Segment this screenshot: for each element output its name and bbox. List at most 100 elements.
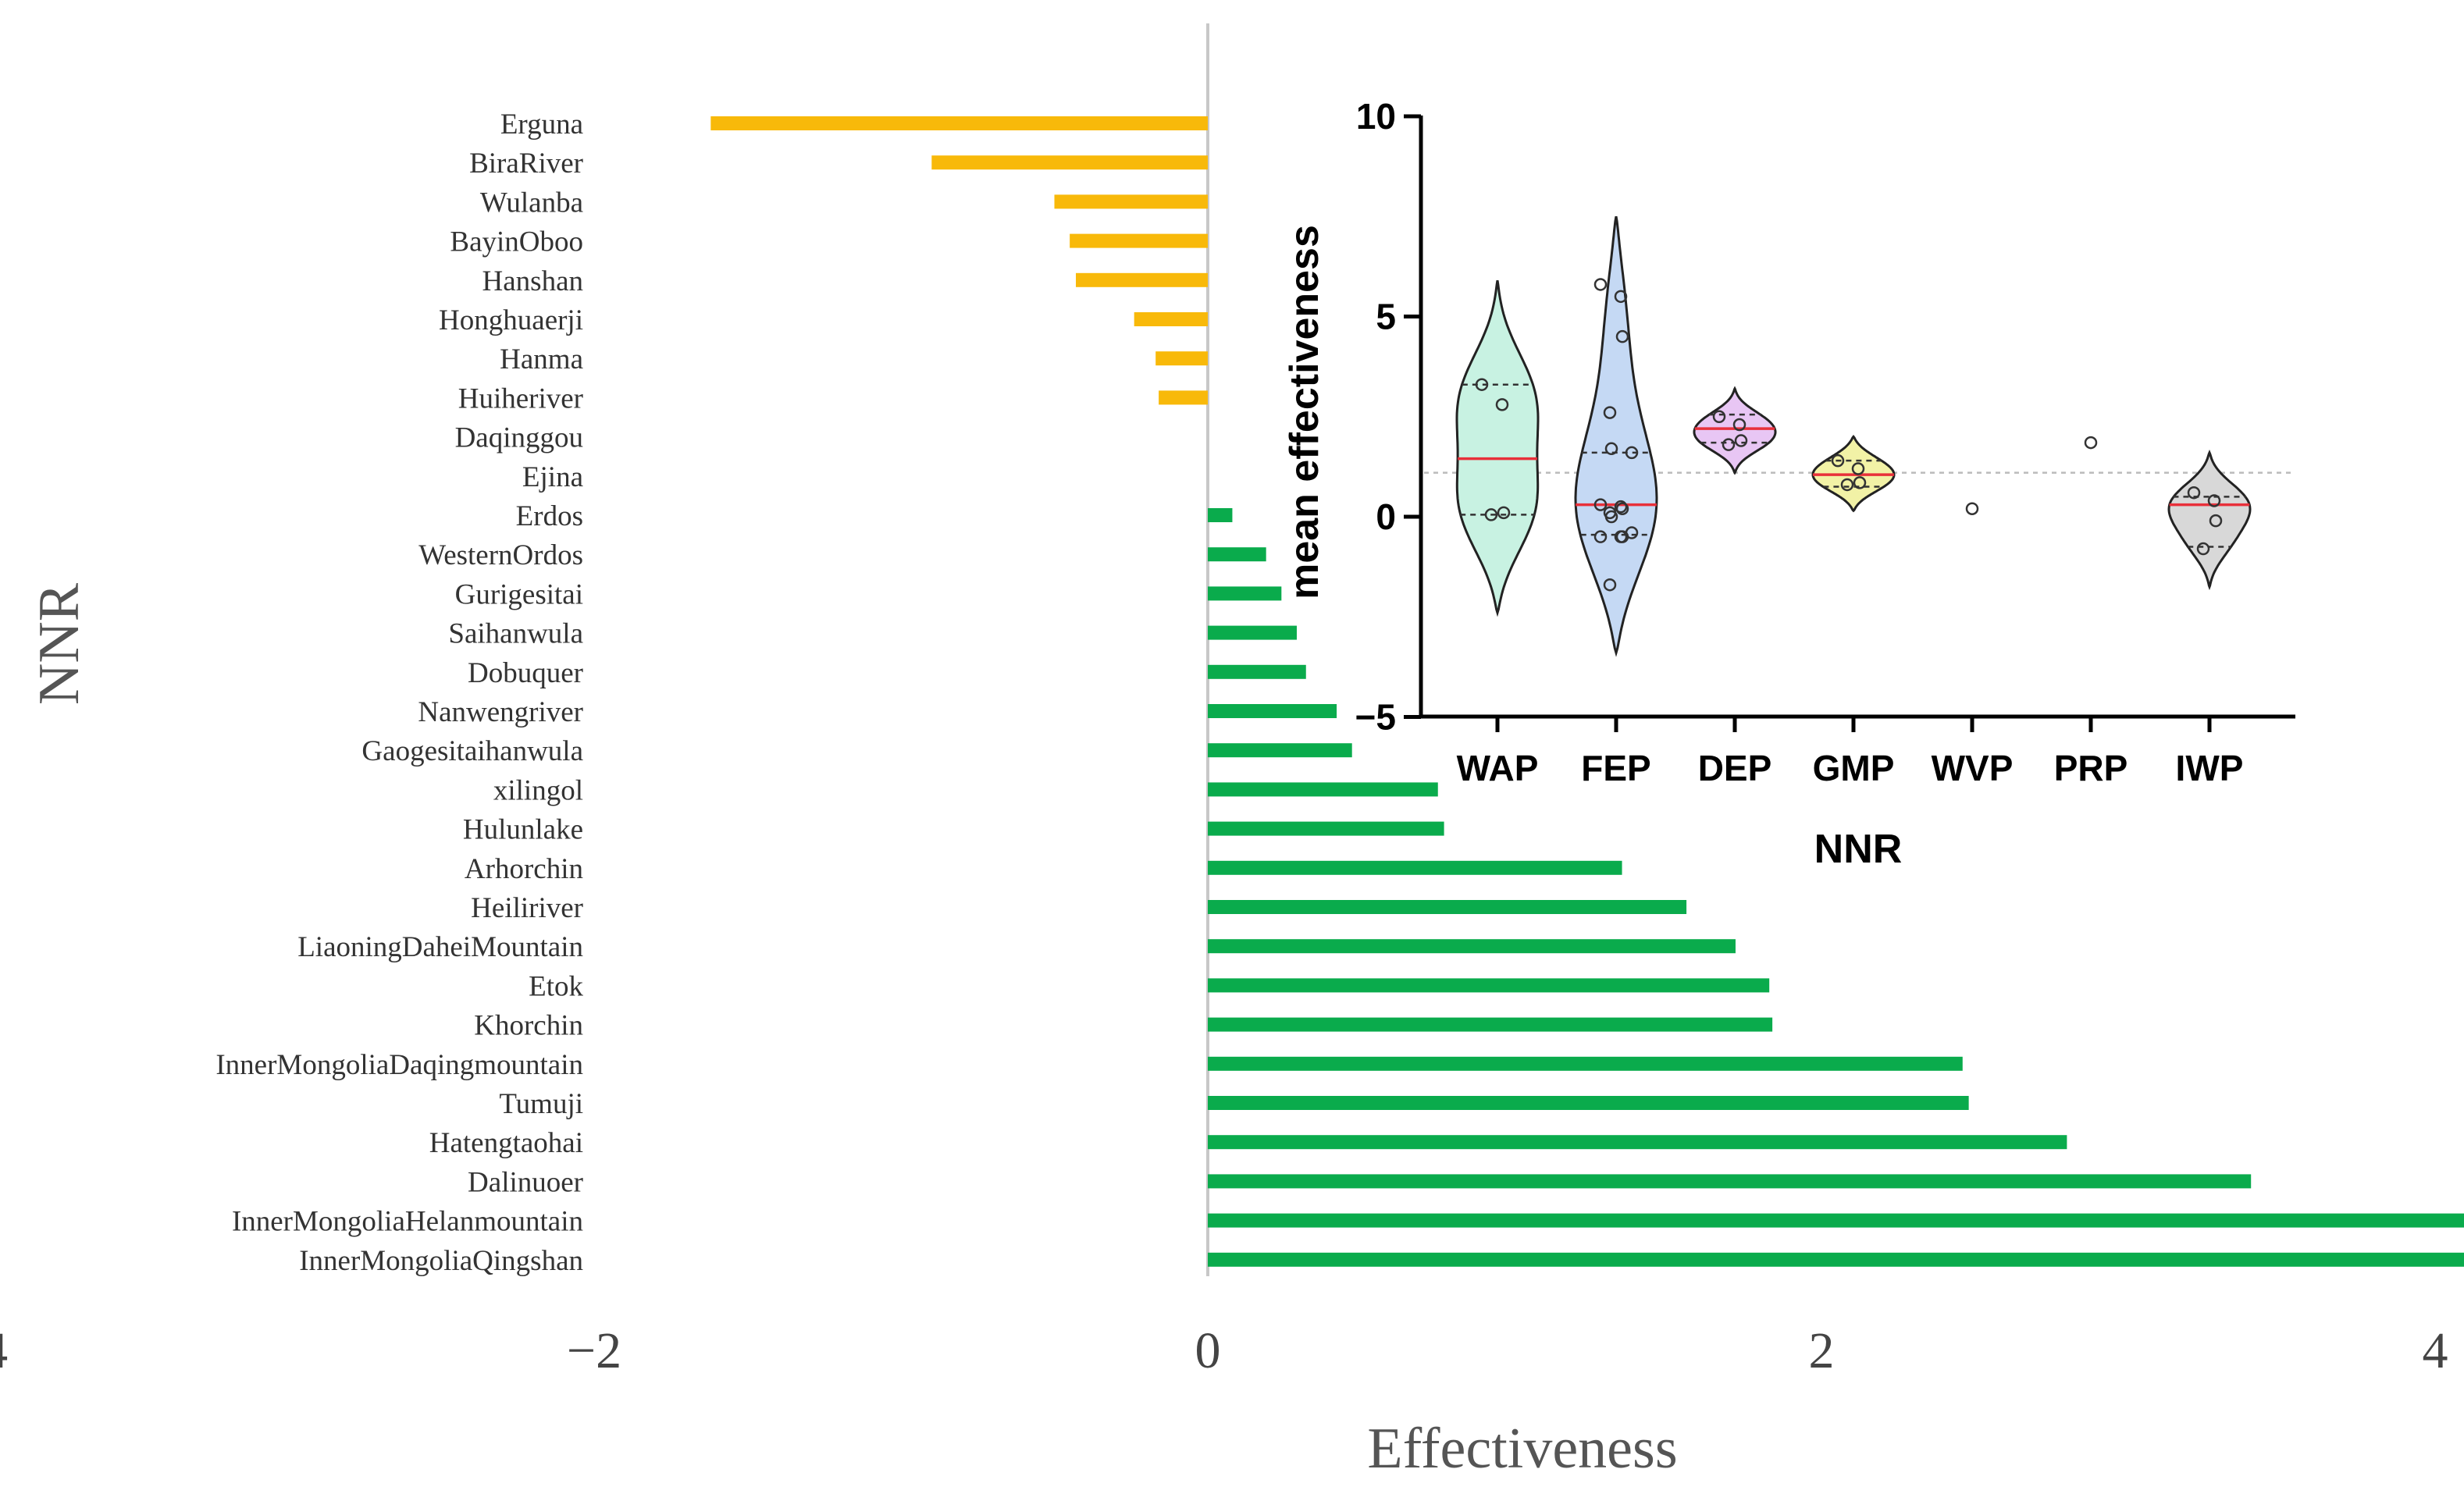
data-point [1614,290,1628,304]
data-point [1593,530,1608,543]
violin-body [1693,386,1777,475]
x-tick-label: 2 [1809,1322,1835,1379]
inset-x-tick-label: GMP [1813,748,1895,788]
main-bar-chart: Erguna BiraRiver Wulanba BayinOboo Hanshan Ho… [0,23,2464,1481]
data-point [1604,442,1618,456]
inset-x-tick-label: FEP [1581,748,1650,788]
data-point [1614,500,1628,514]
category-label: Huiheriver [458,382,583,414]
category-label: Daqinggou [455,422,583,454]
inset-x-tick-labels: WAP FEP DEP GMP WVP PRP IWP [1457,717,2244,788]
bar-innermongoliaqingshan [1208,1252,2464,1267]
category-label: Hatengtaohai [429,1127,583,1159]
inset-x-tick-label: WAP [1457,748,1539,788]
category-label: Honghuaerji [439,304,583,336]
data-point [1495,398,1509,411]
bar-etok [1208,978,1770,993]
data-point [2084,436,2098,450]
inset-violin-chart: −5 0 5 10 WAP FEP DEP GMP WVP PRP IWP NNR mean ef… [1282,96,2295,872]
category-label: Etok [529,970,583,1002]
inset-y-tick-label: 5 [1376,297,1396,337]
violin-body [1574,216,1658,657]
bar-bayinoboo [1070,233,1208,248]
x-tick-labels: −4−202468 [0,1322,2448,1379]
category-label: Gaogesitaihanwula [361,735,583,767]
x-axis-title: Effectiveness [1367,1417,1677,1481]
category-label: Dobuquer [468,657,583,689]
bar-gaogesitaihanwula [1208,743,1352,758]
x-tick-label: −4 [0,1322,8,1379]
data-point [1497,506,1511,520]
violin-fep [1574,216,1658,657]
data-point [1593,498,1608,511]
data-point [1615,329,1629,343]
category-labels: Erguna BiraRiver Wulanba BayinOboo Hanshan Ho… [215,108,583,1277]
category-label: InnerMongoliaDaqingmountain [215,1049,583,1081]
data-point [1615,502,1629,515]
inset-x-tick-label: PRP [2054,748,2128,788]
bar-hatengtaohai [1208,1135,2067,1150]
violin-wap [1455,280,1540,617]
bar-birariver [931,155,1208,170]
x-tick-label: 0 [1195,1322,1221,1379]
category-label: Gurigesitai [455,578,583,610]
bars [710,116,2464,1267]
data-point [1625,446,1639,460]
data-point [1604,510,1618,524]
data-point [1851,462,1865,475]
data-point [2196,542,2210,556]
bar-hanma [1155,351,1208,366]
inset-y-tick-label: 10 [1356,96,1396,137]
data-point [1732,418,1747,432]
data-point [1603,406,1617,419]
bar-westernordos [1208,547,1266,562]
bar-huiheriver [1159,390,1208,405]
bar-dobuquer [1208,664,1306,679]
category-label: Dalinuoer [468,1166,583,1198]
data-point [2187,486,2201,500]
category-label: xilingol [493,774,583,806]
category-label: Heiliriver [471,892,583,924]
bar-innermongoliahelanmountain [1208,1213,2464,1228]
category-label: Tumuji [499,1088,583,1120]
violin-prp [2084,436,2098,450]
bar-dalinuoer [1208,1174,2252,1189]
data-point [1722,438,1736,451]
bar-honghuaerji [1134,312,1208,326]
data-point [1965,502,1979,515]
data-point [1853,476,1867,489]
x-tick-label: −2 [567,1322,621,1379]
data-point [1712,410,1726,423]
inset-x-tick-label: IWP [2176,748,2244,788]
category-label: Hanma [500,343,583,375]
bar-xilingol [1208,782,1438,797]
category-label: Hulunlake [463,814,583,846]
data-point [1734,434,1748,447]
violins [1455,216,2252,657]
data-point [1831,454,1845,468]
category-label: BayinOboo [450,226,583,258]
violin-body [1455,280,1540,617]
data-point [2207,494,2221,507]
category-label: Erguna [500,108,583,141]
bar-hanshan [1076,272,1208,287]
bar-wulanba [1054,194,1208,209]
category-label: InnerMongoliaQingshan [299,1245,583,1277]
category-label: Hanshan [482,265,583,297]
data-point [1484,508,1498,521]
category-label: Nanwengriver [418,696,583,728]
y-axis-title: NNR [27,582,91,705]
data-point [1603,578,1617,592]
bar-hulunlake [1208,821,1444,836]
category-label: LiaoningDaheiMountain [297,931,583,963]
inset-y-ticks: −5 0 5 10 [1355,96,1421,738]
violin-gmp [1811,435,1896,513]
inset-y-tick-label: 0 [1376,496,1396,537]
category-label: Ejina [522,461,583,493]
data-point [1840,478,1854,492]
category-label: WesternOrdos [418,539,583,571]
category-label: BiraRiver [469,148,583,180]
inset-x-axis-title: NNR [1814,827,1903,872]
x-tick-label: 4 [2423,1322,2448,1379]
